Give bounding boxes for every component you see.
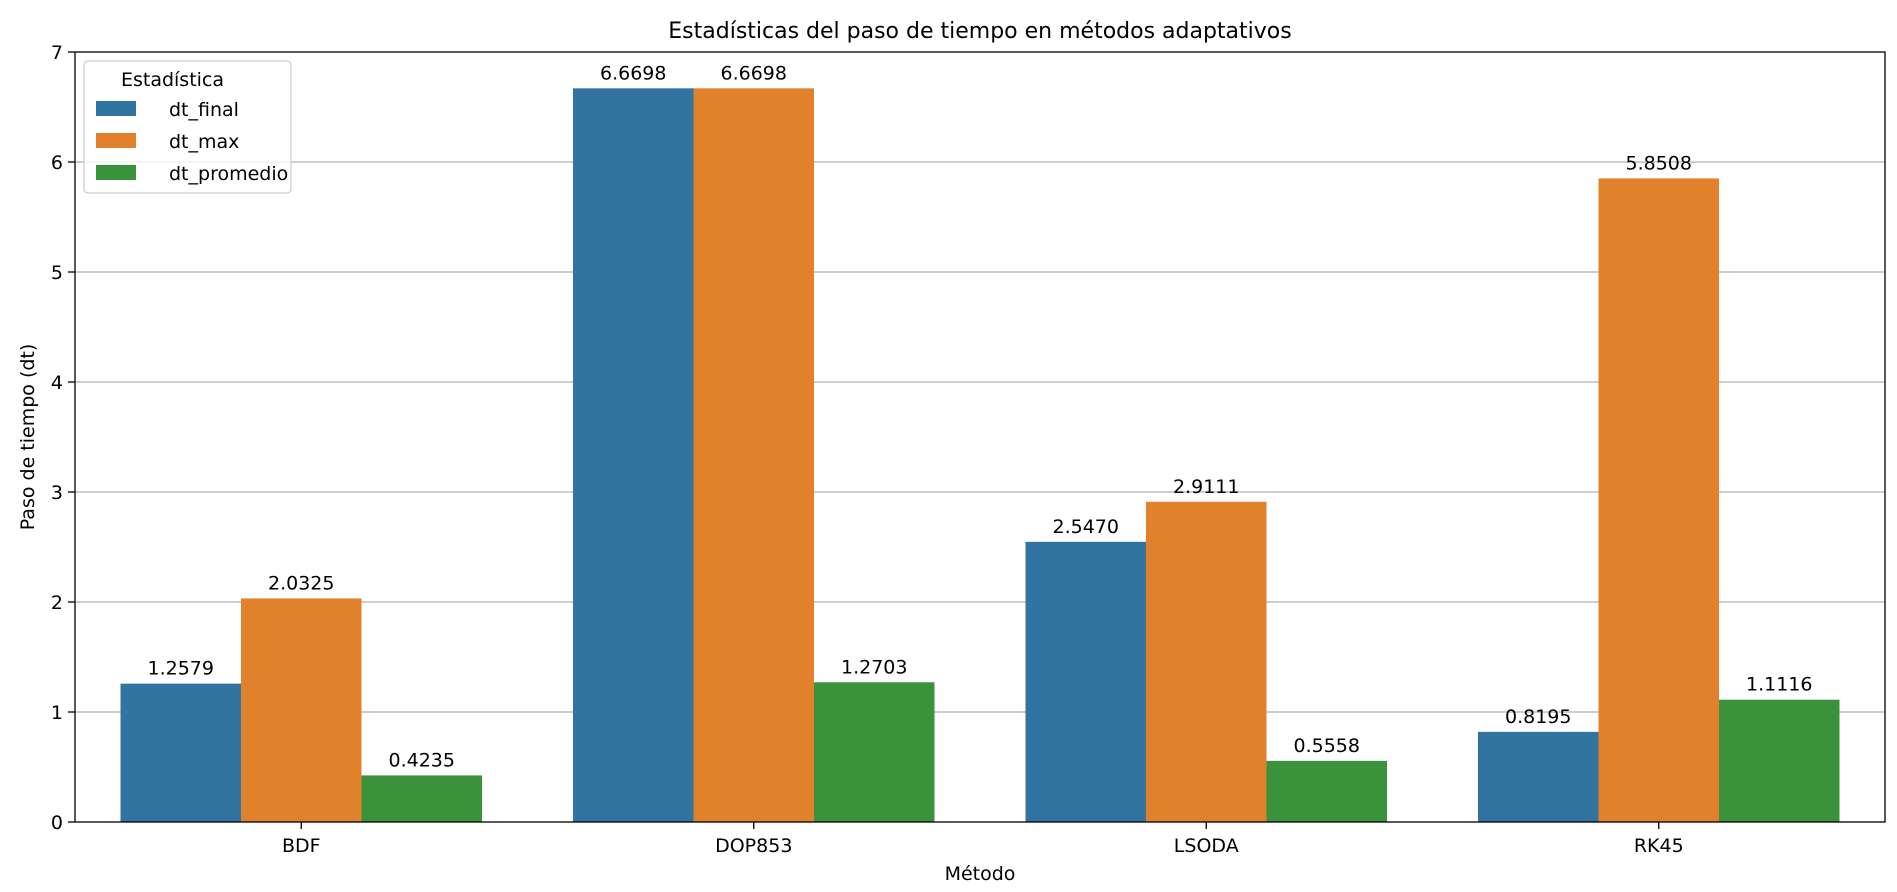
bar-groups [120,88,1840,823]
data-label: 2.9111 [1173,476,1239,498]
x-tick-label: LSODA [1174,835,1239,857]
bar-dt_max-DOP853 [693,88,814,822]
bar-dt_promedio-LSODA [1266,760,1387,822]
x-tick-label: BDF [282,835,321,857]
legend-box [83,60,292,194]
x-tick-label: DOP853 [715,835,792,857]
y-axis: 0 1 2 3 4 5 6 7 [51,42,75,834]
legend-swatch-dt_max [96,133,136,148]
data-label: 5.8508 [1626,152,1692,174]
x-axis-label: Método [945,863,1016,885]
data-label: 0.5558 [1294,735,1360,757]
x-axis: BDF DOP853 LSODA RK45 [282,822,1684,857]
bar-dt_final-LSODA [1025,541,1146,822]
legend-entry-dt_final: dt_final [169,99,239,121]
y-gridlines [75,161,1885,713]
y-tick-label: 5 [51,262,63,284]
legend-entry-dt_promedio: dt_promedio [169,163,288,185]
data-label: 0.8195 [1505,706,1571,728]
y-axis-label: Paso de tiempo (dt) [17,344,39,531]
y-tick-label: 3 [51,482,63,504]
bar-dt_promedio-DOP853 [814,682,935,822]
legend-entry-dt_max: dt_max [169,131,239,153]
data-label: 1.2703 [841,656,907,678]
bar-dt_promedio-BDF [361,775,482,822]
y-tick-label: 2 [51,592,63,614]
legend-swatch-dt_promedio [96,165,136,180]
data-label: 2.5470 [1053,516,1119,538]
plot-frame [74,51,1886,823]
y-tick-label: 4 [51,372,63,394]
data-label: 2.0325 [268,572,334,594]
bar-dt_max-LSODA [1146,501,1267,822]
bar-dt_promedio-RK45 [1719,699,1840,822]
data-label: 0.4235 [389,749,455,771]
y-tick-label: 7 [51,42,63,64]
data-labels: 1.2579 2.0325 0.4235 6.6698 6.6698 1.2703 2.54… [148,62,1813,771]
data-label: 1.2579 [148,658,214,680]
legend-title: Estadística [121,69,224,91]
bar-dt_max-RK45 [1598,178,1719,823]
chart-title: Estadísticas del paso de tiempo en métod… [668,19,1291,44]
bar-dt_final-RK45 [1478,731,1599,822]
legend-swatch-dt_final [96,101,136,116]
data-label: 6.6698 [600,62,666,84]
bar-dt_max-BDF [241,598,362,822]
y-tick-label: 0 [51,812,63,834]
legend: Estadística dt_final dt_max dt_promedio [83,60,292,194]
y-tick-label: 1 [51,702,63,724]
data-label: 6.6698 [721,62,787,84]
y-tick-label: 6 [51,152,63,174]
bar-dt_final-DOP853 [573,88,694,822]
bar-dt_final-BDF [120,683,241,822]
data-label: 1.1116 [1746,674,1812,696]
x-tick-label: RK45 [1634,835,1684,857]
